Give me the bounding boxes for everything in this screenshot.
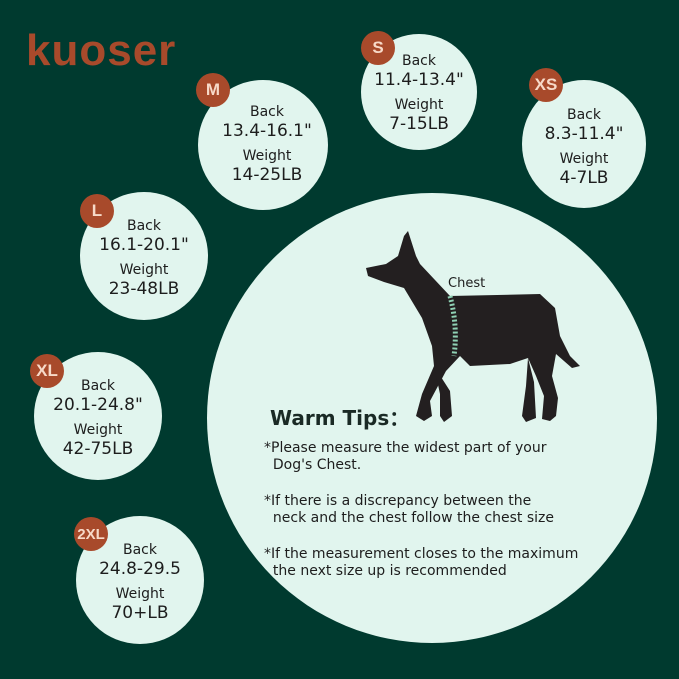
size-badge-2xl: 2XL <box>74 517 108 551</box>
brand-logo: kuoser <box>26 26 177 75</box>
size-badge-m: M <box>196 73 230 107</box>
tips-title: Warm Tips： <box>270 406 410 430</box>
size-card-xl: Back 20.1-24.8" Weight 42-75LB <box>34 352 162 480</box>
tips-circle <box>207 193 657 643</box>
size-badge-s: S <box>361 31 395 65</box>
size-badge-xs: XS <box>529 68 563 102</box>
chest-label: Chest <box>448 276 486 291</box>
size-card-xs: Back 8.3-11.4" Weight 4-7LB <box>522 80 646 208</box>
tip-2: *If there is a discrepancy between the n… <box>264 493 555 526</box>
dog-silhouette <box>366 231 580 422</box>
tip-1: *Please measure the widest part of your … <box>264 440 547 473</box>
size-badge-l: L <box>80 194 114 228</box>
size-badge-xl: XL <box>30 354 64 388</box>
tip-3: *If the measurement closes to the maximu… <box>264 546 579 579</box>
